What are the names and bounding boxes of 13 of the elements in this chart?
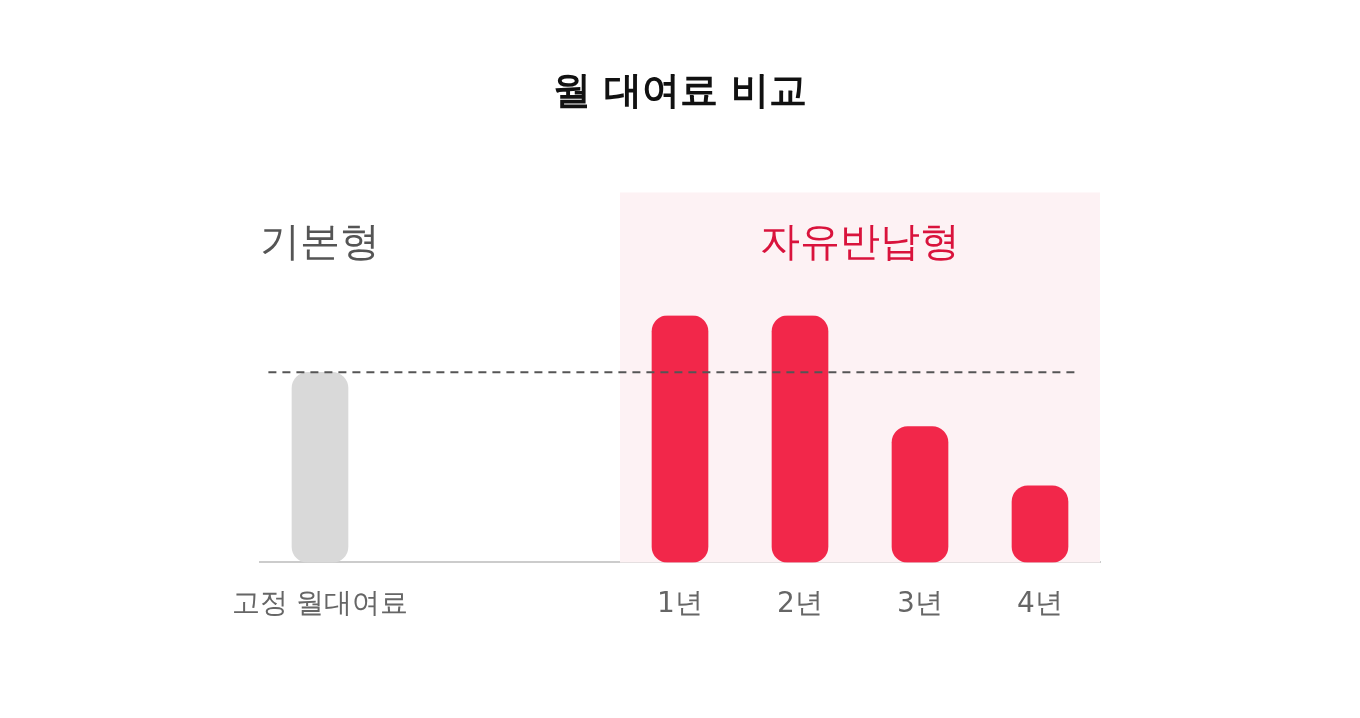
text: 기본형	[260, 217, 380, 264]
x-tick-label: 3년	[897, 586, 943, 620]
bar	[291, 372, 349, 563]
bar	[651, 315, 709, 563]
bar	[771, 315, 829, 563]
band-label: 자유반납형	[760, 217, 960, 264]
x-tick-label: 4년	[1017, 586, 1063, 620]
chart-title: 월 대여료 비교	[552, 67, 808, 112]
x-tick-label: 2년	[777, 586, 823, 620]
x-tick-label: 고정 월대여료	[231, 586, 409, 620]
x-tick-label: 1년	[657, 586, 703, 620]
bar	[1011, 485, 1069, 563]
bar	[891, 426, 949, 563]
